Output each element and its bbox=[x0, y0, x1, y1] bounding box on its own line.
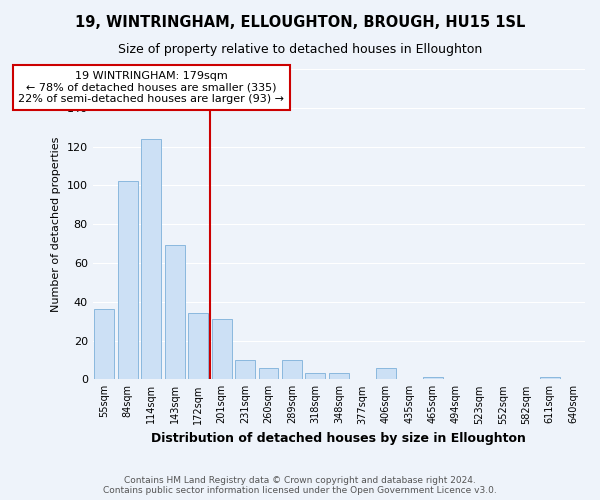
Bar bbox=[376, 368, 395, 380]
Bar bbox=[540, 378, 560, 380]
Bar bbox=[235, 360, 255, 380]
Bar bbox=[94, 310, 115, 380]
Bar bbox=[212, 319, 232, 380]
Bar bbox=[141, 139, 161, 380]
Bar bbox=[329, 374, 349, 380]
Bar bbox=[305, 374, 325, 380]
Bar bbox=[118, 182, 138, 380]
X-axis label: Distribution of detached houses by size in Elloughton: Distribution of detached houses by size … bbox=[151, 432, 526, 445]
Bar bbox=[282, 360, 302, 380]
Bar bbox=[188, 314, 208, 380]
Text: 19 WINTRINGHAM: 179sqm
← 78% of detached houses are smaller (335)
22% of semi-de: 19 WINTRINGHAM: 179sqm ← 78% of detached… bbox=[18, 71, 284, 104]
Bar bbox=[422, 378, 443, 380]
Y-axis label: Number of detached properties: Number of detached properties bbox=[51, 136, 61, 312]
Text: Size of property relative to detached houses in Elloughton: Size of property relative to detached ho… bbox=[118, 42, 482, 56]
Bar bbox=[259, 368, 278, 380]
Text: Contains HM Land Registry data © Crown copyright and database right 2024.
Contai: Contains HM Land Registry data © Crown c… bbox=[103, 476, 497, 495]
Text: 19, WINTRINGHAM, ELLOUGHTON, BROUGH, HU15 1SL: 19, WINTRINGHAM, ELLOUGHTON, BROUGH, HU1… bbox=[75, 15, 525, 30]
Bar bbox=[165, 246, 185, 380]
